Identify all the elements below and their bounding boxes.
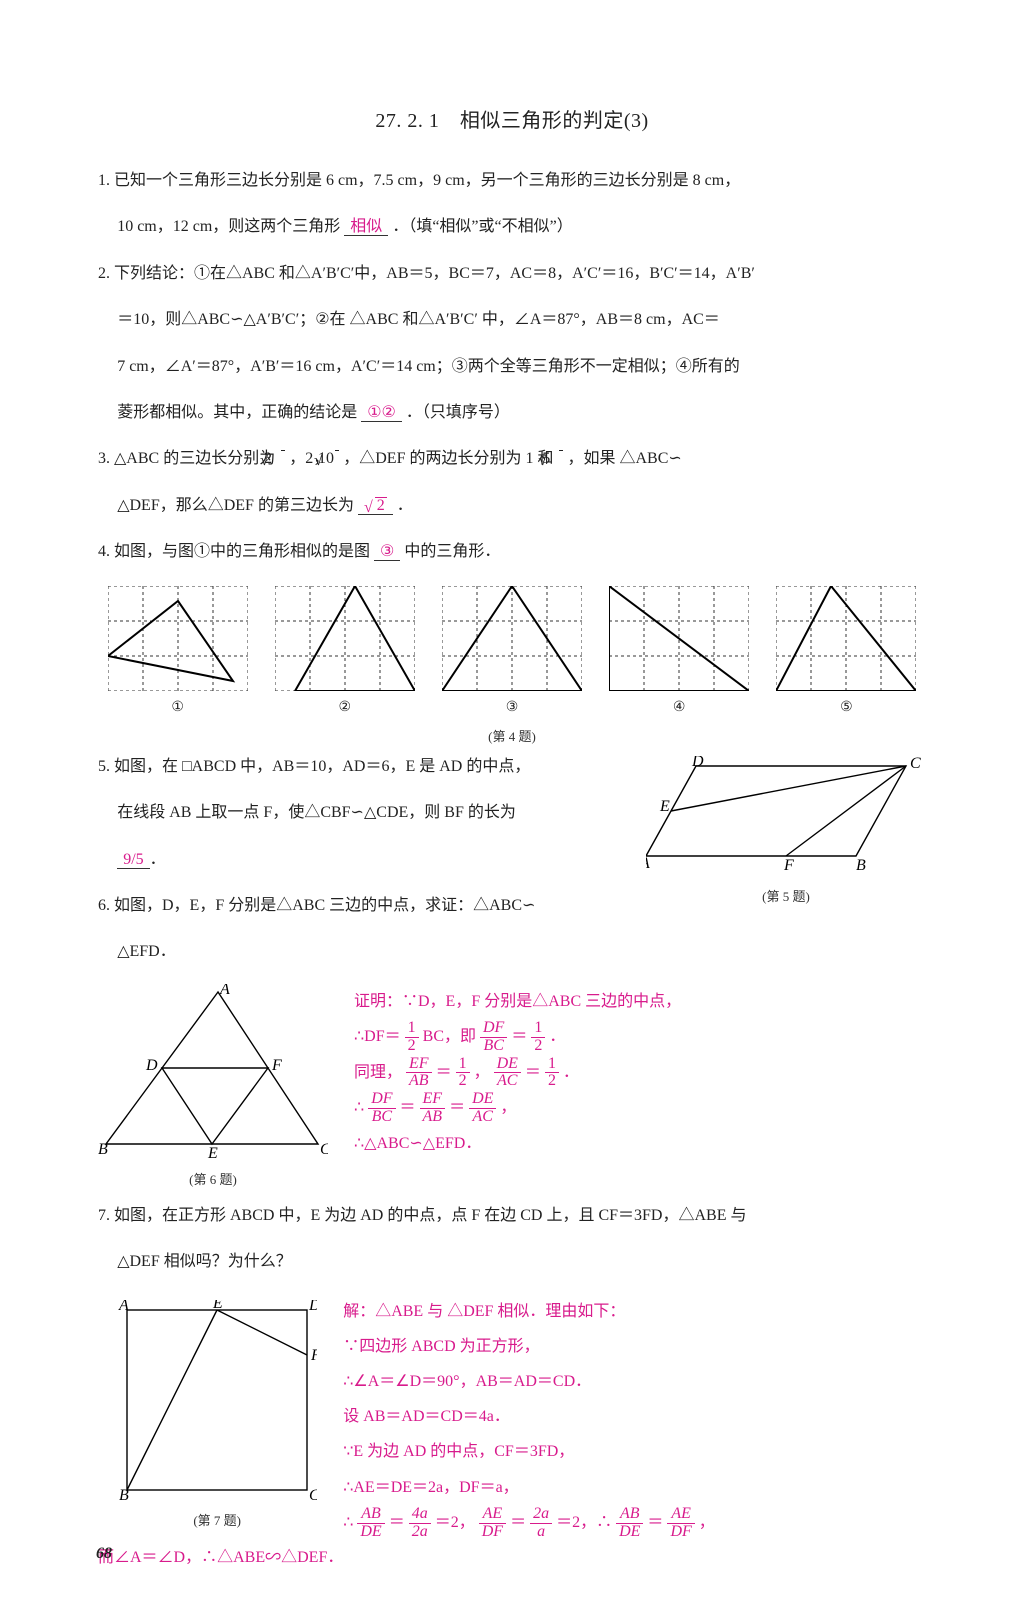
section-title: 27. 2. 1 相似三角形的判定(3): [98, 102, 926, 140]
q1-c: ．（填“相似”或“不相似”）: [392, 218, 572, 235]
q4-fig-4: ④: [600, 586, 759, 722]
q4-fig-3: ③: [432, 586, 591, 722]
q3-root10: 10: [335, 450, 339, 467]
question-6: 6. 如图，D，E，F 分别是△ABC 三边的中点，求证：△ABC∽: [98, 891, 926, 921]
q4-fig-2: ②: [265, 586, 424, 722]
q5-tail: ．: [150, 851, 166, 868]
q4-lbl-4: ④: [673, 695, 686, 722]
q2-l2: ＝10，则△ABC∽△A′B′C′；②在 △ABC 和△A′B′C′ 中，∠A＝…: [98, 305, 926, 335]
q4-b: 中的三角形．: [404, 543, 500, 560]
question-5: 5. 如图，在 □ABCD 中，AB＝10，AD＝6，E 是 AD 的中点，: [98, 752, 926, 782]
q5-num: 5.: [98, 758, 110, 775]
q4-num: 4.: [98, 543, 110, 560]
q2-l3: 7 cm，∠A′＝87°，A′B′＝16 cm，A′C′＝14 cm；③两个全等…: [98, 352, 926, 382]
q7-num: 7.: [98, 1207, 110, 1224]
q4-caption: (第 4 题): [98, 725, 926, 750]
q3-l2b: ．: [397, 497, 413, 514]
q6-caption: (第 6 题): [98, 1168, 328, 1193]
q1-a: 已知一个三角形三边长分别是 6 cm，7.5 cm，9 cm，另一个三角形的三边…: [114, 172, 740, 189]
svg-text:B: B: [856, 857, 866, 874]
q3-num: 3.: [98, 450, 110, 467]
q3-root2: 2: [281, 450, 285, 467]
q3-line2: △DEF，那么△DEF 的第三边长为 √2 ．: [98, 491, 926, 521]
q7-figure: A E D F B C (第 7 题): [117, 1300, 317, 1534]
question-1-cont: 10 cm，12 cm，则这两个三角形 相似 ．（填“相似”或“不相似”）: [98, 212, 926, 242]
q2-answer: ①②: [361, 404, 402, 422]
q3-root5: 5: [559, 450, 563, 467]
q7-l2: △DEF 相似吗？为什么？: [98, 1247, 926, 1277]
question-3: 3. △ABC 的三边长分别为 √2 ，2， √10 ，△DEF 的两边长分别为…: [98, 444, 926, 474]
q3-answer: √2: [358, 497, 393, 515]
page: 27. 2. 1 相似三角形的判定(3) 1. 已知一个三角形三边长分别是 6 …: [0, 0, 1024, 1616]
q4-a: 如图，与图①中的三角形相似的是图: [114, 543, 370, 560]
svg-text:F: F: [271, 1057, 282, 1074]
q3-c: ，△DEF 的两边长分别为 1 和: [343, 450, 553, 467]
svg-text:A: A: [219, 984, 230, 998]
q3-l2a: △DEF，那么△DEF 的第三边长为: [117, 497, 354, 514]
svg-text:B: B: [119, 1487, 129, 1500]
svg-text:F: F: [783, 857, 794, 874]
q6-figure: A B C D F E (第 6 题): [98, 984, 328, 1193]
svg-text:E: E: [207, 1145, 218, 1159]
q1-num: 1.: [98, 172, 110, 189]
svg-text:E: E: [212, 1300, 223, 1312]
q2-num: 2.: [98, 265, 110, 282]
q7-l1: 如图，在正方形 ABCD 中，E 为边 AD 的中点，点 F 在边 CD 上，且…: [114, 1207, 747, 1224]
q4-fig-5: ⑤: [767, 586, 926, 722]
question-1: 1. 已知一个三角形三边长分别是 6 cm，7.5 cm，9 cm，另一个三角形…: [98, 166, 926, 196]
q4-lbl-5: ⑤: [840, 695, 853, 722]
q7-caption: (第 7 题): [117, 1509, 317, 1534]
q7-s8: 而∠A＝∠D，∴△ABE∽△DEF．: [98, 1540, 926, 1575]
q4-lbl-3: ③: [506, 695, 519, 722]
q3-a: △ABC 的三边长分别为: [114, 450, 275, 467]
q4-figure-row: ① ② ③ ④: [98, 586, 926, 722]
q1-b: 10 cm，12 cm，则这两个三角形: [117, 218, 340, 235]
q4-lbl-2: ②: [339, 695, 352, 722]
q4-fig-1: ①: [98, 586, 257, 722]
svg-text:C: C: [309, 1487, 317, 1500]
q6-num: 6.: [98, 897, 110, 914]
q1-answer: 相似: [344, 218, 388, 236]
svg-text:A: A: [118, 1300, 129, 1314]
question-7: 7. 如图，在正方形 ABCD 中，E 为边 AD 的中点，点 F 在边 CD …: [98, 1201, 926, 1231]
q4-lbl-1: ①: [171, 695, 184, 722]
q6-text: 如图，D，E，F 分别是△ABC 三边的中点，求证：△ABC∽: [114, 897, 535, 914]
svg-text:D: D: [145, 1057, 158, 1074]
q2-l4b: ．（只填序号）: [406, 404, 510, 421]
svg-text:A: A: [646, 855, 650, 872]
question-2: 2. 下列结论：①在△ABC 和△A′B′C′中，AB＝5，BC＝7，AC＝8，…: [98, 259, 926, 289]
q2-l4a: 菱形都相似。其中，正确的结论是: [117, 404, 357, 421]
svg-text:F: F: [310, 1347, 317, 1364]
page-number: 68: [96, 1539, 112, 1569]
q6-line2: △EFD．: [98, 937, 926, 967]
svg-text:C: C: [320, 1141, 328, 1158]
q5-answer: 9/5: [117, 851, 149, 869]
svg-text:D: D: [308, 1300, 317, 1314]
q4-answer: ③: [374, 543, 400, 561]
q2-l4: 菱形都相似。其中，正确的结论是 ①② ．（只填序号）: [98, 398, 926, 428]
question-4: 4. 如图，与图①中的三角形相似的是图 ③ 中的三角形．: [98, 537, 926, 567]
svg-text:B: B: [98, 1141, 108, 1158]
q3-d: ，如果 △ABC∽: [567, 450, 681, 467]
svg-text:E: E: [659, 798, 670, 815]
q2-l1: 下列结论：①在△ABC 和△A′B′C′中，AB＝5，BC＝7，AC＝8，A′C…: [114, 265, 755, 282]
q5-l1: 如图，在 □ABCD 中，AB＝10，AD＝6，E 是 AD 的中点，: [114, 758, 530, 775]
